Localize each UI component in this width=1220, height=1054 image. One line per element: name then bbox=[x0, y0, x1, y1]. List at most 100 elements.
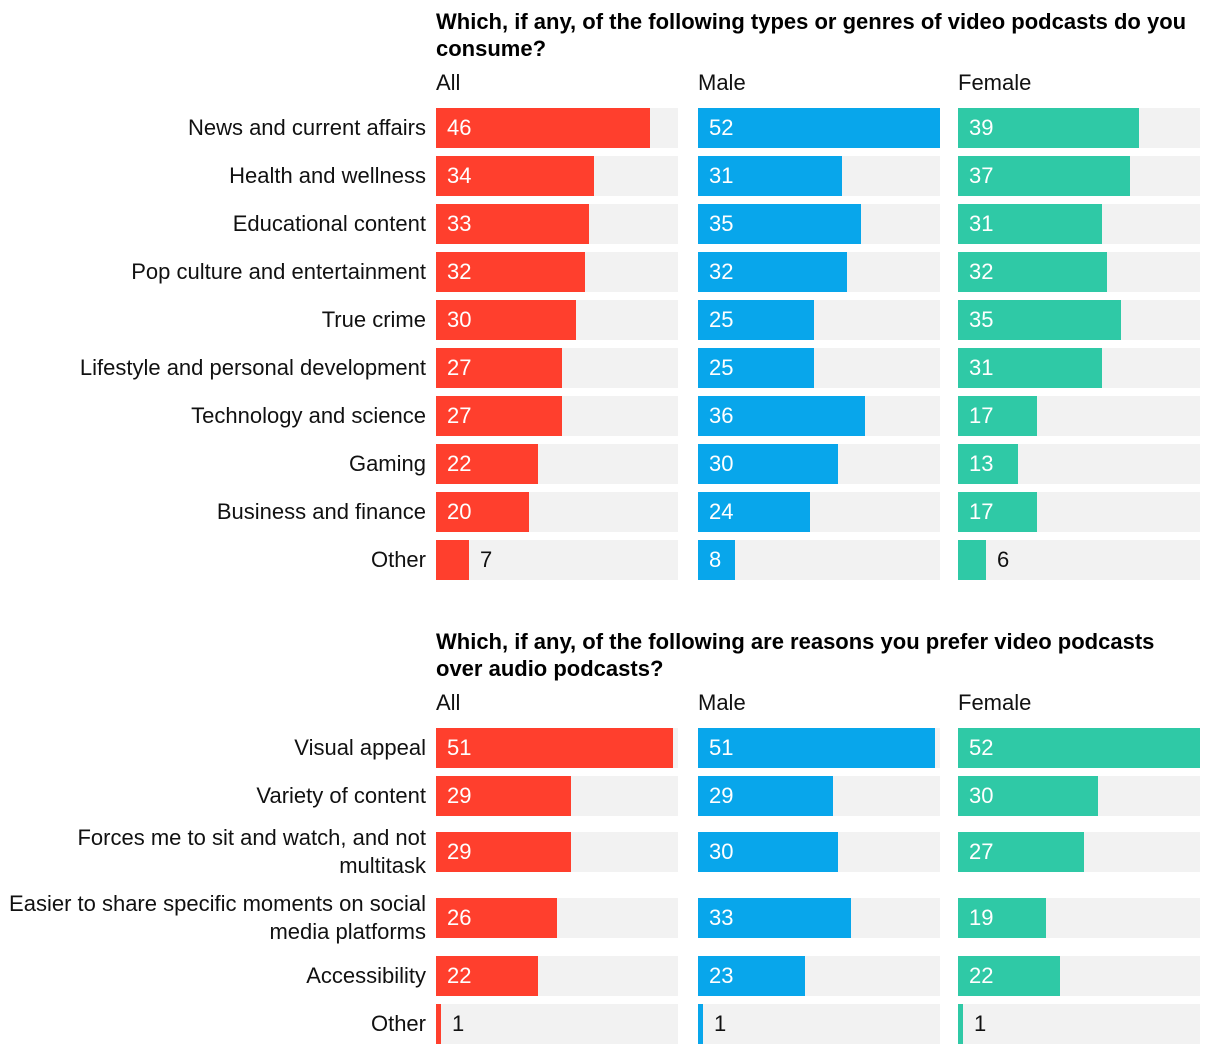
data-label: 31 bbox=[969, 355, 994, 380]
data-label: 22 bbox=[969, 963, 994, 988]
bar-track: 32 bbox=[958, 252, 1200, 292]
bar-female bbox=[958, 108, 1139, 148]
column-header-all: All bbox=[436, 690, 461, 715]
category-label: Gaming bbox=[348, 451, 426, 476]
data-label: 46 bbox=[447, 115, 472, 140]
bar-track: 51 bbox=[436, 728, 678, 768]
bar-male bbox=[698, 776, 833, 816]
bar-track: 30 bbox=[698, 444, 940, 484]
bar-male bbox=[698, 540, 735, 580]
bar-female bbox=[958, 348, 1102, 388]
data-label: 17 bbox=[969, 403, 994, 428]
bar-all bbox=[436, 540, 469, 580]
bar-track: 19 bbox=[958, 898, 1200, 938]
bar-track: 1 bbox=[698, 1004, 940, 1044]
bar-track: 37 bbox=[958, 156, 1200, 196]
bar-female bbox=[958, 956, 1060, 996]
data-label: 6 bbox=[997, 547, 1010, 572]
data-label: 52 bbox=[709, 115, 734, 140]
bar-male bbox=[698, 156, 842, 196]
bar-track: 52 bbox=[958, 728, 1200, 768]
bar-track: 34 bbox=[436, 156, 678, 196]
data-label: 8 bbox=[709, 547, 722, 572]
bar-track: 30 bbox=[958, 776, 1200, 816]
category-label: Technology and science bbox=[191, 403, 426, 428]
bar-track: 7 bbox=[436, 540, 678, 580]
data-label: 30 bbox=[709, 451, 734, 476]
bar-track: 35 bbox=[698, 204, 940, 244]
bar-female bbox=[958, 832, 1084, 872]
category-label: Business and finance bbox=[216, 499, 426, 524]
bar-track: 8 bbox=[698, 540, 940, 580]
data-label: 31 bbox=[969, 211, 994, 236]
bar-all bbox=[436, 108, 650, 148]
data-label: 13 bbox=[969, 451, 994, 476]
column-header-male: Male bbox=[698, 690, 746, 715]
bar-track: 20 bbox=[436, 492, 678, 532]
bar-track: 35 bbox=[958, 300, 1200, 340]
data-label: 22 bbox=[447, 451, 472, 476]
bar-track: 32 bbox=[698, 252, 940, 292]
bar-female bbox=[958, 728, 1200, 768]
data-label: 26 bbox=[447, 905, 472, 930]
bar-all bbox=[436, 252, 585, 292]
category-label: Educational content bbox=[232, 211, 426, 236]
bar-track: 1 bbox=[436, 1004, 678, 1044]
data-label: 19 bbox=[969, 905, 994, 930]
data-label: 37 bbox=[969, 163, 994, 188]
category-label: Accessibility bbox=[306, 963, 426, 988]
bar-male bbox=[698, 956, 805, 996]
data-label: 29 bbox=[447, 839, 472, 864]
bar-female bbox=[958, 252, 1107, 292]
bar-female bbox=[958, 492, 1037, 532]
data-label: 32 bbox=[969, 259, 994, 284]
bar-track: 17 bbox=[958, 396, 1200, 436]
bar-track: 29 bbox=[436, 832, 678, 872]
bar-track: 22 bbox=[436, 956, 678, 996]
data-label: 30 bbox=[969, 783, 994, 808]
bar-female bbox=[958, 444, 1018, 484]
data-label: 1 bbox=[714, 1011, 727, 1036]
data-label: 25 bbox=[709, 307, 734, 332]
bar-track: 30 bbox=[698, 832, 940, 872]
column-header-female: Female bbox=[958, 70, 1032, 95]
bar-all bbox=[436, 444, 538, 484]
bar-track: 31 bbox=[698, 156, 940, 196]
bar-track: 33 bbox=[698, 898, 940, 938]
chart-title: Which, if any, of the following are reas… bbox=[436, 629, 1155, 681]
bar-female bbox=[958, 204, 1102, 244]
bar-female bbox=[958, 898, 1046, 938]
bar-track: 23 bbox=[698, 956, 940, 996]
bar-male bbox=[698, 1004, 703, 1044]
bar-track: 39 bbox=[958, 108, 1200, 148]
bar-track: 17 bbox=[958, 492, 1200, 532]
data-label: 1 bbox=[452, 1011, 465, 1036]
column-header-male: Male bbox=[698, 70, 746, 95]
data-label: 17 bbox=[969, 499, 994, 524]
data-label: 32 bbox=[709, 259, 734, 284]
bar-all bbox=[436, 832, 571, 872]
category-label: Easier to share specific moments on soci… bbox=[9, 891, 426, 944]
bar-male bbox=[698, 832, 838, 872]
data-label: 27 bbox=[447, 355, 472, 380]
bar-track: 24 bbox=[698, 492, 940, 532]
bar-male bbox=[698, 898, 851, 938]
category-label: Variety of content bbox=[256, 783, 426, 808]
column-header-all: All bbox=[436, 70, 461, 95]
bar-track: 22 bbox=[436, 444, 678, 484]
data-label: 32 bbox=[447, 259, 472, 284]
bar-track: 52 bbox=[698, 108, 940, 148]
column-header-female: Female bbox=[958, 690, 1032, 715]
category-label: News and current affairs bbox=[187, 115, 426, 140]
data-label: 31 bbox=[709, 163, 734, 188]
bar-male bbox=[698, 396, 865, 436]
bar-all bbox=[436, 348, 562, 388]
data-label: 51 bbox=[447, 735, 472, 760]
data-label: 33 bbox=[709, 905, 734, 930]
bar-male bbox=[698, 348, 814, 388]
bar-track: 51 bbox=[698, 728, 940, 768]
bar-male bbox=[698, 204, 861, 244]
bar-all bbox=[436, 776, 571, 816]
bar-female bbox=[958, 396, 1037, 436]
